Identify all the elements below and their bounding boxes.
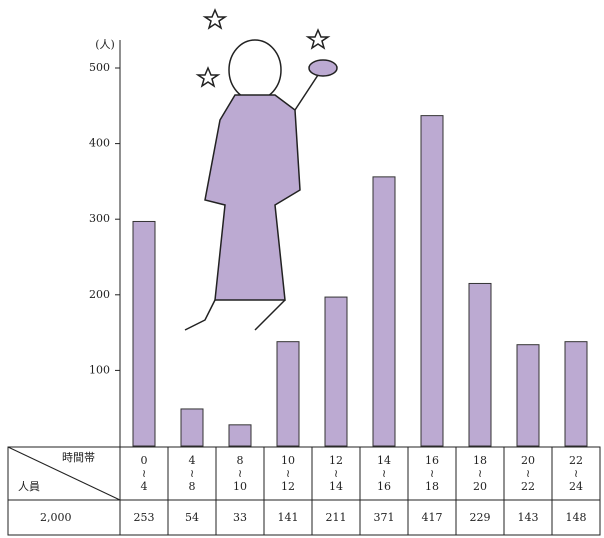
table-count: 54 (185, 511, 199, 524)
x-tick-label: 24 (569, 480, 583, 493)
x-tick-label: 22 (521, 480, 535, 493)
bar (373, 177, 395, 446)
table-count: 33 (233, 511, 247, 524)
table-frame (8, 447, 600, 535)
x-tick-label: 20 (521, 454, 535, 467)
table-header-bottom: 人員 (18, 480, 40, 493)
x-tick-label: ≀ (238, 467, 242, 480)
x-tick-label: 4 (141, 480, 148, 493)
bar (421, 116, 443, 446)
bar (229, 425, 251, 446)
y-tick-label: 300 (89, 212, 110, 225)
bar (133, 221, 155, 446)
x-tick-label: ≀ (382, 467, 386, 480)
x-tick-label: ≀ (286, 467, 290, 480)
bar (181, 409, 203, 446)
table-count: 229 (470, 511, 491, 524)
x-tick-label: 14 (329, 480, 343, 493)
x-tick-label: ≀ (142, 467, 146, 480)
table-total: 2,000 (40, 511, 72, 524)
x-tick-label: 10 (281, 454, 295, 467)
bar (325, 297, 347, 446)
x-tick-label: 16 (425, 454, 439, 467)
x-tick-label: 16 (377, 480, 391, 493)
x-tick-label: 12 (281, 480, 295, 493)
x-tick-label: 20 (473, 480, 487, 493)
table-count: 143 (518, 511, 539, 524)
x-tick-label: 12 (329, 454, 343, 467)
y-tick-label: 200 (89, 288, 110, 301)
bar (277, 342, 299, 446)
table-count: 141 (278, 511, 299, 524)
x-tick-label: 4 (189, 454, 196, 467)
bar (565, 342, 587, 446)
page: (人) 時間帯 人員 2,000 1002003004005000≀42534≀… (0, 0, 604, 538)
y-tick-label: 500 (89, 61, 110, 74)
illustration (185, 10, 337, 330)
x-tick-label: 18 (425, 480, 439, 493)
x-tick-label: 10 (233, 480, 247, 493)
table-count: 417 (422, 511, 443, 524)
table-count: 148 (566, 511, 587, 524)
x-tick-label: 22 (569, 454, 583, 467)
bar (517, 345, 539, 446)
bar (469, 283, 491, 446)
x-tick-label: 18 (473, 454, 487, 467)
x-tick-label: 14 (377, 454, 391, 467)
x-tick-label: 0 (141, 454, 148, 467)
x-tick-label: ≀ (478, 467, 482, 480)
x-tick-label: ≀ (190, 467, 194, 480)
x-tick-label: ≀ (574, 467, 578, 480)
y-tick-label: 100 (89, 363, 110, 376)
y-axis-unit: (人) (95, 38, 115, 51)
table-count: 253 (134, 511, 155, 524)
table-count: 211 (326, 511, 347, 524)
x-tick-label: 8 (189, 480, 196, 493)
x-tick-label: ≀ (430, 467, 434, 480)
x-tick-label: ≀ (334, 467, 338, 480)
table-header-top: 時間帯 (62, 451, 95, 464)
x-tick-label: 8 (237, 454, 244, 467)
table-count: 371 (374, 511, 395, 524)
y-tick-label: 400 (89, 137, 110, 150)
chart: (人) 時間帯 人員 2,000 1002003004005000≀42534≀… (0, 0, 604, 538)
x-tick-label: ≀ (526, 467, 530, 480)
